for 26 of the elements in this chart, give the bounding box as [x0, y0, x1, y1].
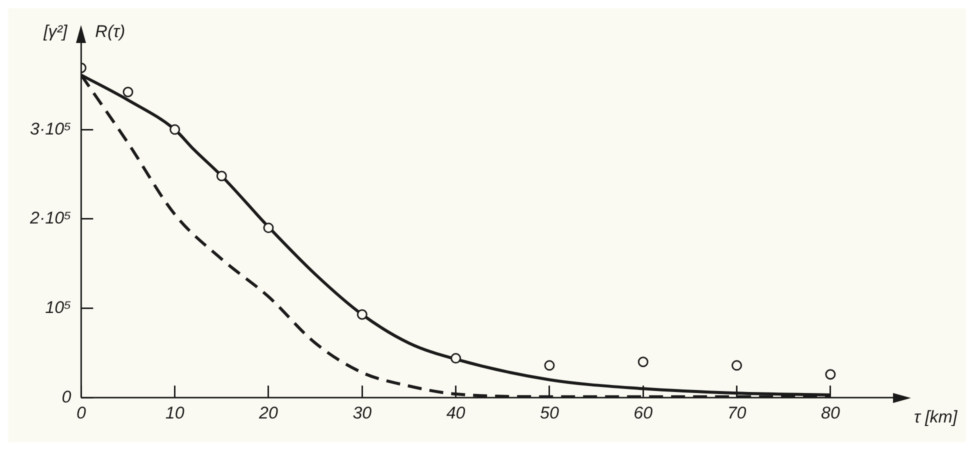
x-tick-label: 60 [634, 404, 654, 423]
point [638, 356, 648, 368]
point [356, 309, 368, 320]
y-tick-label: 10⁵ [45, 298, 72, 317]
y-tick-label: 2·10⁵ [29, 208, 72, 228]
point [544, 360, 555, 371]
x-tick-label: 30 [352, 404, 372, 423]
point [263, 222, 274, 234]
x-tick-label: 0 [76, 404, 86, 423]
point [732, 360, 742, 371]
x-tick-label: 70 [727, 404, 747, 423]
x-tick-label: 10 [165, 404, 185, 423]
chart-title: R(τ) [95, 22, 126, 41]
x-axis-title: τ [km] [914, 407, 958, 426]
x-tick-label: 80 [820, 404, 840, 423]
x-tick-label: 20 [258, 404, 278, 423]
y-tick-label: 3·10⁵ [30, 119, 72, 138]
x-tick-label: 50 [540, 404, 560, 423]
y-tick-label: 0 [62, 387, 72, 406]
y-axis-title: [γ²] [42, 22, 68, 41]
point [170, 124, 180, 135]
point [450, 353, 462, 364]
x-tick-label: 40 [446, 404, 466, 423]
point [216, 170, 227, 182]
point [122, 86, 134, 98]
point [825, 369, 836, 380]
